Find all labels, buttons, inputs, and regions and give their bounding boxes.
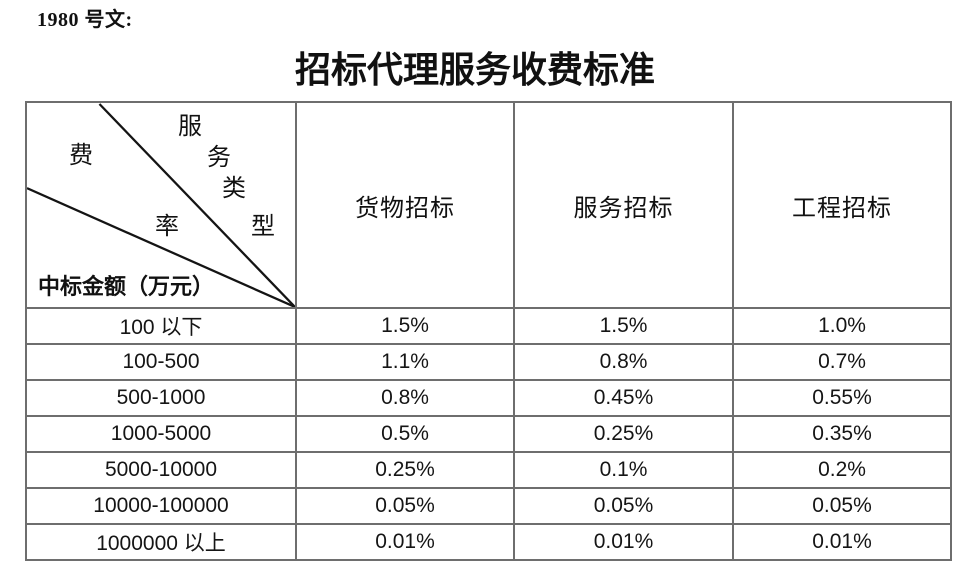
rate-value-cell: 0.7%: [732, 343, 952, 381]
amount-range-cell: 100-500: [25, 343, 297, 381]
amount-range-cell: 1000-5000: [25, 415, 297, 453]
rate-value-cell: 0.1%: [513, 451, 734, 489]
amount-range-cell: 100 以下: [25, 307, 297, 345]
rate-value-cell: 1.5%: [295, 307, 515, 345]
rate-value-cell: 0.25%: [513, 415, 734, 453]
corner-rate-axis-char: 费: [69, 143, 93, 169]
column-header-services: 服务招标: [513, 101, 734, 309]
amount-range-cell: 10000-100000: [25, 487, 297, 525]
rate-value-cell: 0.2%: [732, 451, 952, 489]
table-row: 100 以下 1.5% 1.5% 1.0%: [25, 307, 952, 345]
rate-value-cell: 0.01%: [513, 523, 734, 561]
page-title: 招标代理服务收费标准: [294, 50, 655, 90]
corner-type-axis-char: 务: [207, 145, 231, 171]
fee-standard-table: 服 务 类 型 费 率 中标金额（万元） 货物招标 服务招标 工程招标 100 …: [25, 101, 952, 561]
amount-range-cell: 500-1000: [25, 379, 297, 417]
diagonal-divider-lines: [28, 104, 294, 306]
rate-value-cell: 0.05%: [513, 487, 734, 525]
rate-value-cell: 0.01%: [295, 523, 515, 561]
rate-value-cell: 0.5%: [295, 415, 515, 453]
column-header-goods: 货物招标: [295, 101, 515, 309]
table-row: 10000-100000 0.05% 0.05% 0.05%: [25, 487, 952, 525]
corner-type-axis-char: 服: [178, 114, 202, 140]
column-header-engineering: 工程招标: [732, 101, 952, 309]
table-row: 500-1000 0.8% 0.45% 0.55%: [25, 379, 952, 417]
rate-value-cell: 0.25%: [295, 451, 515, 489]
corner-type-axis-char: 型: [251, 214, 275, 240]
table-row: 5000-10000 0.25% 0.1% 0.2%: [25, 451, 952, 489]
rate-value-cell: 0.05%: [732, 487, 952, 525]
rate-value-cell: 0.35%: [732, 415, 952, 453]
table-header-row: 服 务 类 型 费 率 中标金额（万元） 货物招标 服务招标 工程招标: [25, 101, 952, 309]
rate-value-cell: 1.5%: [513, 307, 734, 345]
rate-value-cell: 0.8%: [513, 343, 734, 381]
rate-value-cell: 0.05%: [295, 487, 515, 525]
rate-value-cell: 1.1%: [295, 343, 515, 381]
rate-value-cell: 1.0%: [732, 307, 952, 345]
rate-value-cell: 0.01%: [732, 523, 952, 561]
corner-rate-axis-char: 率: [155, 214, 179, 240]
table-row: 1000000 以上 0.01% 0.01% 0.01%: [25, 523, 952, 561]
row-axis-label: 中标金额（万元）: [38, 274, 215, 299]
table-row: 1000-5000 0.5% 0.25% 0.35%: [25, 415, 952, 453]
table-row: 100-500 1.1% 0.8% 0.7%: [25, 343, 952, 381]
rate-value-cell: 0.8%: [295, 379, 515, 417]
document-ref-label: 1980 号文:: [37, 9, 133, 31]
amount-range-cell: 5000-10000: [25, 451, 297, 489]
amount-range-cell: 1000000 以上: [25, 523, 297, 561]
corner-type-axis-char: 类: [222, 176, 246, 202]
rate-value-cell: 0.55%: [732, 379, 952, 417]
diagonal-corner-cell: 服 务 类 型 费 率 中标金额（万元）: [25, 101, 297, 309]
rate-value-cell: 0.45%: [513, 379, 734, 417]
